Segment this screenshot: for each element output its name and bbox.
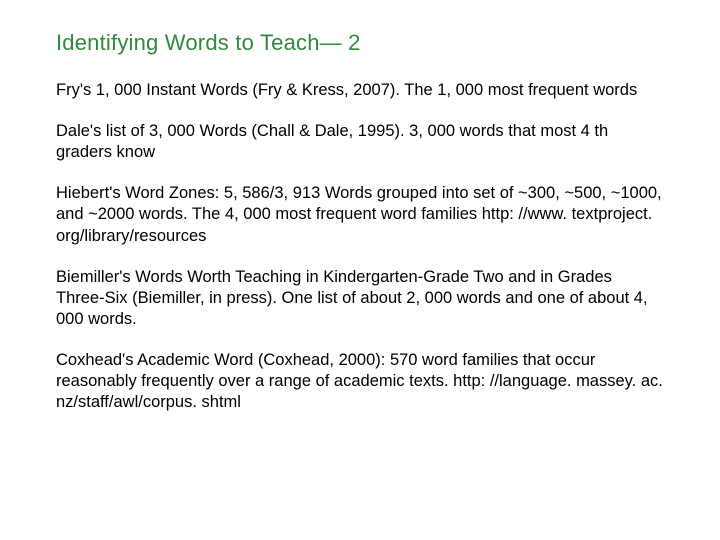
slide-title: Identifying Words to Teach— 2 (56, 30, 664, 56)
slide: Identifying Words to Teach— 2 Fry's 1, 0… (0, 0, 720, 540)
paragraph: Fry's 1, 000 Instant Words (Fry & Kress,… (56, 80, 664, 101)
paragraph: Coxhead's Academic Word (Coxhead, 2000):… (56, 350, 664, 413)
paragraph: Biemiller's Words Worth Teaching in Kind… (56, 267, 664, 330)
paragraph: Dale's list of 3, 000 Words (Chall & Dal… (56, 121, 664, 163)
paragraph: Hiebert's Word Zones: 5, 586/3, 913 Word… (56, 183, 664, 246)
